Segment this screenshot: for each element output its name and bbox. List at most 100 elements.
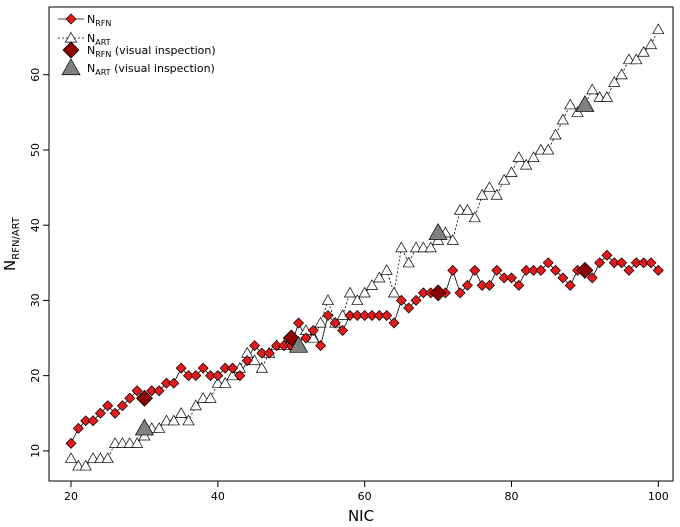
rfn-point bbox=[322, 309, 334, 321]
legend-item-rfn: NRFN bbox=[58, 13, 111, 28]
rfn-point bbox=[278, 340, 290, 352]
art-point bbox=[505, 166, 518, 177]
art-point bbox=[108, 437, 122, 448]
rfn-point bbox=[168, 377, 180, 389]
y-tick-label: 10 bbox=[29, 444, 42, 458]
legend-label-sub: ART bbox=[95, 68, 110, 77]
legend-item-art: NART bbox=[58, 31, 111, 47]
legend-label: NRFN bbox=[87, 13, 111, 28]
y-tick-label: 60 bbox=[29, 68, 42, 82]
y-tick-label: 30 bbox=[29, 293, 42, 307]
rfn-point bbox=[542, 257, 554, 269]
legend-marker bbox=[64, 31, 78, 43]
rfn-point bbox=[102, 400, 114, 412]
legend-marker bbox=[61, 58, 81, 76]
art-point bbox=[94, 452, 107, 463]
rfn-point bbox=[263, 347, 275, 359]
rfn-point bbox=[80, 415, 92, 427]
rfn-point bbox=[256, 347, 268, 359]
rfn-point bbox=[630, 257, 642, 269]
art-point bbox=[468, 211, 481, 223]
y-axis-title-main: N bbox=[1, 260, 19, 271]
rfn-point bbox=[513, 279, 525, 291]
rfn-point bbox=[395, 294, 407, 306]
rfn-point bbox=[594, 257, 606, 269]
series-markers bbox=[64, 23, 665, 471]
rfn-point bbox=[491, 264, 503, 276]
rfn-point bbox=[205, 370, 217, 382]
art-point bbox=[652, 23, 665, 35]
art-point bbox=[454, 203, 467, 215]
art-point bbox=[586, 83, 599, 95]
legend-marker bbox=[65, 13, 77, 25]
rfn-point bbox=[234, 370, 246, 382]
rfn-point bbox=[175, 362, 187, 374]
art-point bbox=[630, 53, 643, 65]
art-point bbox=[64, 452, 78, 463]
rfn_visual-point bbox=[429, 284, 447, 302]
rfn-point bbox=[160, 377, 172, 389]
legend-label-sub: RFN bbox=[95, 50, 111, 59]
art-point bbox=[167, 414, 180, 426]
art-point bbox=[153, 422, 166, 433]
rfn-point bbox=[586, 272, 598, 284]
rfn-point bbox=[469, 264, 481, 276]
x-tick-label: 60 bbox=[358, 490, 372, 503]
rfn-point bbox=[498, 272, 510, 284]
rfn-point bbox=[601, 249, 613, 261]
rfn-point bbox=[190, 370, 202, 382]
rfn-point bbox=[557, 272, 569, 284]
art-point bbox=[123, 437, 136, 448]
art-point bbox=[86, 452, 100, 463]
rfn-point bbox=[528, 264, 540, 276]
art-point bbox=[608, 76, 621, 87]
art-line bbox=[70, 29, 659, 467]
legend-label-main: N bbox=[87, 62, 95, 75]
art-point bbox=[564, 98, 577, 110]
art-point bbox=[512, 151, 525, 162]
art-point bbox=[197, 392, 210, 403]
art-point bbox=[343, 286, 357, 298]
rfn-point bbox=[410, 294, 422, 306]
rfn-point bbox=[337, 325, 349, 337]
rfn-point bbox=[116, 400, 128, 412]
rfn-point bbox=[219, 362, 231, 374]
rfn-point bbox=[249, 340, 261, 352]
art-point bbox=[255, 361, 268, 373]
legend-label-suffix: (visual inspection) bbox=[111, 44, 215, 57]
y-tick-label: 20 bbox=[29, 369, 42, 383]
x-tick-label: 40 bbox=[211, 490, 225, 503]
rfn-point bbox=[388, 317, 400, 329]
art-point bbox=[72, 459, 85, 471]
art-point bbox=[387, 286, 401, 298]
rfn-point bbox=[476, 279, 488, 291]
rfn-point bbox=[241, 355, 253, 367]
art-point bbox=[593, 91, 606, 102]
rfn-point bbox=[227, 362, 239, 374]
art-point bbox=[219, 376, 232, 388]
rfn-point bbox=[608, 257, 620, 269]
art-point bbox=[637, 45, 650, 57]
art-point bbox=[160, 414, 173, 426]
legend-item-rfn_visual: NRFN (visual inspection) bbox=[62, 41, 216, 59]
rfn-point bbox=[153, 385, 165, 397]
art_visual-point bbox=[134, 418, 155, 436]
rfn-point bbox=[329, 317, 341, 329]
y-tick-label: 50 bbox=[29, 143, 42, 157]
rfn-point bbox=[300, 332, 312, 344]
art-point bbox=[175, 407, 188, 418]
legend-label-suffix: (visual inspection) bbox=[111, 62, 215, 75]
rfn-point bbox=[366, 309, 378, 321]
art-point bbox=[189, 399, 202, 411]
art-point bbox=[556, 113, 569, 125]
rfn-point bbox=[351, 309, 363, 321]
rfn-point bbox=[535, 264, 547, 276]
art-point bbox=[446, 234, 459, 245]
legend-marker bbox=[62, 41, 80, 59]
art-point bbox=[79, 459, 92, 471]
axes: 20 40 60 80 100 10 20 30 40 50 60 bbox=[29, 68, 669, 503]
rfn-point bbox=[373, 309, 385, 321]
art-point bbox=[130, 437, 144, 448]
legend-label: NRFN (visual inspection) bbox=[87, 44, 216, 59]
